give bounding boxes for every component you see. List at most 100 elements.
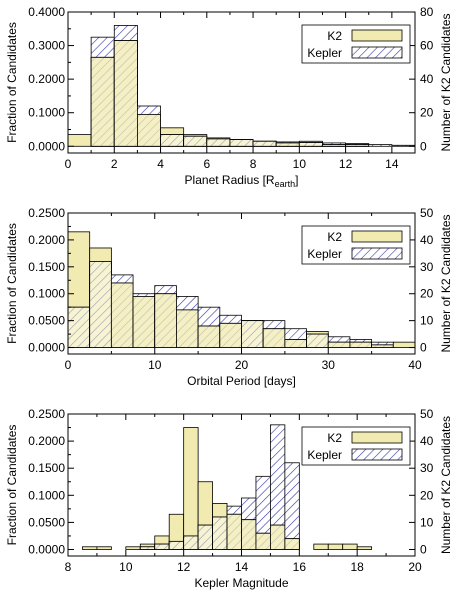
- k2-bar: [327, 543, 344, 550]
- y-tick-label: 0.1000: [28, 488, 65, 502]
- overlap-bar-outline: [110, 282, 134, 348]
- y2-tick-label: 50: [420, 206, 434, 220]
- chart-panel-1: 0 2 4 6 8 10 12 14 0.0000 0.1000 0.2000 0.3000 0.400…: [5, 5, 453, 189]
- overlap-bar-outline: [371, 344, 394, 348]
- y-tick-label: 0.2000: [28, 434, 65, 448]
- overlap-bar-outline: [90, 56, 115, 147]
- overlap-bar-outline: [275, 142, 300, 147]
- overlap-bar-outline: [176, 309, 199, 348]
- legend-label-kepler: Kepler: [307, 448, 342, 462]
- y-tick-label: 0.0000: [28, 139, 65, 153]
- x-axis-label: Orbital Period [days]: [187, 374, 296, 388]
- overlap-bar-outline: [212, 516, 228, 550]
- y-tick-label: 0.1000: [28, 106, 65, 120]
- overlap-bar-outline: [349, 341, 373, 348]
- x-tick-label: 30: [322, 358, 336, 372]
- y2-tick-label: 0: [420, 139, 427, 153]
- k2-bar: [356, 546, 373, 550]
- bars: [67, 25, 416, 147]
- legend-swatch-kepler: [351, 448, 403, 461]
- x-tick-label: 40: [408, 358, 422, 372]
- overlap-bar-outline: [298, 142, 323, 147]
- y2-tick-label: 0: [420, 542, 427, 556]
- overlap-bar-outline: [136, 113, 161, 147]
- overlap-bar-outline: [154, 543, 170, 550]
- y2-axis-label: Number of K2 Candidates: [439, 416, 453, 554]
- y-tick-label: 0.2500: [28, 206, 65, 220]
- y2-tick-label: 50: [420, 407, 434, 421]
- legend: K2 Kepler: [301, 225, 411, 265]
- chart-panel-2: 0 10 20 30 40 0.0000 0.0500 0.1000 0.1500 0.2000 0…: [5, 206, 453, 388]
- overlap-bar-outline: [89, 261, 112, 348]
- y-tick-label: 0.2000: [28, 72, 65, 86]
- overlap-bar-outline: [345, 144, 370, 147]
- bars: [67, 231, 416, 348]
- legend-label-k2: K2: [327, 230, 342, 244]
- y2-tick-label: 40: [420, 233, 434, 247]
- y-tick-label: 0.4000: [28, 5, 65, 19]
- overlap-bar-outline: [67, 306, 91, 348]
- x-tick-label: 16: [293, 560, 307, 574]
- y2-tick-label: 10: [420, 515, 434, 529]
- overlap-bar-outline: [322, 144, 347, 147]
- y2-tick-label: 80: [420, 5, 434, 19]
- y-tick-label: 0.2500: [28, 407, 65, 421]
- legend-swatch-kepler: [351, 46, 403, 59]
- legend-swatch-k2: [351, 230, 403, 243]
- y-tick-label: 0.0500: [28, 515, 65, 529]
- y-tick-label: 0.3000: [28, 39, 65, 53]
- y-tick-label: 0.0000: [28, 341, 65, 355]
- x-tick-label: 10: [119, 560, 133, 574]
- y2-tick-label: 40: [420, 72, 434, 86]
- legend-label-k2: K2: [327, 29, 342, 43]
- x-tick-label: 6: [203, 157, 210, 171]
- x-tick-label: 14: [385, 157, 399, 171]
- x-tick-label: 0: [65, 157, 72, 171]
- x-tick-label: 8: [65, 560, 72, 574]
- overlap-bar-outline: [255, 532, 271, 550]
- overlap-bar-outline: [241, 519, 257, 550]
- y2-axis-label: Number of K2 Candidates: [439, 214, 453, 352]
- legend-label-kepler: Kepler: [307, 247, 342, 261]
- kepler-bar: [368, 144, 393, 147]
- y-tick-label: 0.0000: [28, 542, 65, 556]
- y2-tick-label: 60: [420, 39, 434, 53]
- x-tick-label: 10: [293, 157, 307, 171]
- plot-frame: [67, 11, 416, 154]
- k2-bar: [183, 427, 199, 550]
- x-axis-label: Planet Radius [Rearth]: [185, 173, 299, 189]
- legend-swatch-kepler: [351, 247, 403, 260]
- y2-axis-label: Number of K2 Candidates: [439, 13, 453, 151]
- overlap-bar-outline: [183, 135, 208, 147]
- k2-bar: [67, 134, 92, 147]
- k2-bar: [342, 543, 358, 550]
- legend-label-kepler: Kepler: [307, 46, 342, 60]
- y-axis-label: Fraction of Candidates: [5, 223, 19, 344]
- chart-panel-3: 8 10 12 14 16 18 20 0.0000 0.0500 0.1000 0.1500 0.2…: [5, 407, 453, 590]
- x-tick-label: 8: [250, 157, 257, 171]
- y2-tick-label: 30: [420, 461, 434, 475]
- overlap-bar-outline: [284, 538, 300, 550]
- x-tick-label: 4: [157, 157, 164, 171]
- overlap-bar-outline: [327, 341, 351, 348]
- k2-bar: [392, 341, 416, 348]
- y-tick-label: 0.1000: [28, 287, 65, 301]
- y2-tick-label: 20: [420, 287, 434, 301]
- y2-tick-label: 20: [420, 488, 434, 502]
- overlap-bar-outline: [229, 139, 254, 147]
- y2-tick-label: 10: [420, 314, 434, 328]
- x-tick-label: 20: [408, 560, 422, 574]
- legend: K2 Kepler: [301, 426, 411, 466]
- x-tick-label: 14: [235, 560, 249, 574]
- x-tick-label: 10: [148, 358, 162, 372]
- overlap-bar-outline: [270, 524, 286, 550]
- k2-bar: [96, 546, 112, 550]
- overlap-bar-outline: [252, 140, 277, 147]
- overlap-bar-outline: [132, 296, 156, 348]
- legend-swatch-k2: [351, 431, 403, 444]
- y-axis-label: Fraction of Candidates: [5, 425, 19, 546]
- y-axis-label: Fraction of Candidates: [5, 22, 19, 143]
- overlap-bar-outline: [168, 540, 185, 550]
- legend-swatch-k2: [351, 29, 403, 42]
